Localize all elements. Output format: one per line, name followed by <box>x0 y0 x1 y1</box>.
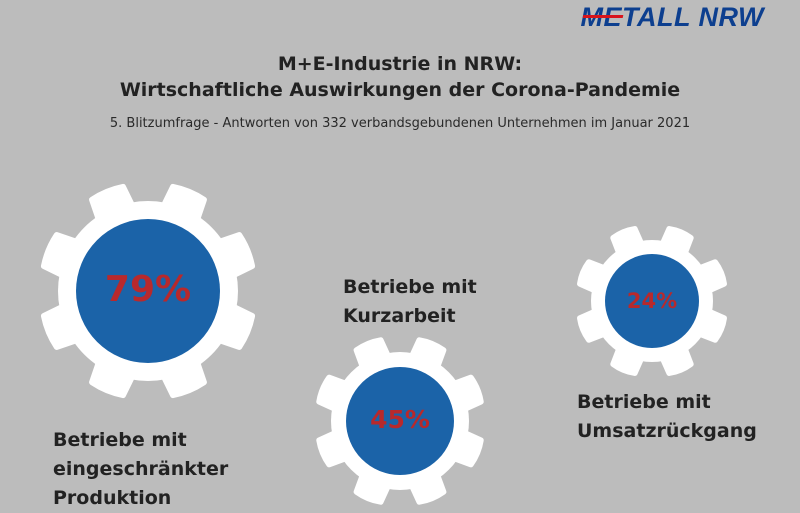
stat-label-line: Betriebe mit <box>343 276 477 298</box>
gear-tooth <box>695 259 727 294</box>
stat-label-production: Betriebe mit eingeschränkter Produktion <box>53 426 228 513</box>
metall-nrw-logo: METALL NRW <box>581 4 764 31</box>
stat-label-umsatz: Betriebe mit Umsatzrückgang <box>577 388 757 446</box>
stat-value-production: 79% <box>104 269 192 310</box>
gear-tooth <box>659 226 694 258</box>
gear-tooth <box>160 183 207 224</box>
logo-me: ME <box>580 2 623 32</box>
gear-production: 79% <box>40 183 256 399</box>
stat-label-kurzarbeit: Betriebe mit Kurzarbeit <box>343 273 477 331</box>
gear-tooth <box>215 303 256 350</box>
gear-tooth <box>89 358 136 399</box>
gear-icon <box>316 337 484 505</box>
gear-tooth <box>408 337 447 371</box>
stat-label-line: Betriebe mit <box>53 429 187 451</box>
gear-tooth <box>610 226 645 258</box>
gear-tooth <box>353 337 392 371</box>
gear-tooth <box>353 471 392 505</box>
gear-tooth <box>695 308 727 343</box>
page-subtitle: 5. Blitzumfrage - Antworten von 332 verb… <box>109 116 691 131</box>
gear-tooth <box>316 429 350 468</box>
gear-inner-circle <box>346 367 454 475</box>
stat-label-line: Produktion <box>53 487 172 509</box>
gear-inner-circle <box>605 254 699 348</box>
gear-tooth <box>408 471 447 505</box>
gear-tooth <box>610 344 645 376</box>
gear-tooth <box>577 308 609 343</box>
gear-tooth <box>160 358 207 399</box>
stat-label-line: Umsatzrückgang <box>577 420 757 442</box>
page-title-line2: Wirtschaftliche Auswirkungen der Corona-… <box>119 79 681 101</box>
gear-tooth <box>577 259 609 294</box>
gear-tooth <box>40 232 81 279</box>
gear-tooth <box>316 374 350 413</box>
stat-value-kurzarbeit: 45% <box>370 405 430 434</box>
gear-umsatz: 24% <box>577 226 727 376</box>
stat-value-umsatz: 24% <box>626 289 678 313</box>
gear-tooth <box>215 232 256 279</box>
gear-tooth <box>40 303 81 350</box>
gear-icon <box>40 183 256 399</box>
stat-label-line: Kurzarbeit <box>343 305 456 327</box>
logo-rest: TALL NRW <box>622 2 764 32</box>
gear-icon <box>577 226 727 376</box>
gear-inner-circle <box>76 219 220 363</box>
stat-label-line: eingeschränkter <box>53 458 229 480</box>
gear-tooth <box>450 374 484 413</box>
gear-kurzarbeit: 45% <box>316 337 484 505</box>
gear-tooth <box>450 429 484 468</box>
gear-tooth <box>89 183 136 224</box>
gear-tooth <box>659 344 694 376</box>
page-title-line1: M+E-Industrie in NRW: <box>277 53 523 75</box>
stat-label-line: Betriebe mit <box>577 391 711 413</box>
